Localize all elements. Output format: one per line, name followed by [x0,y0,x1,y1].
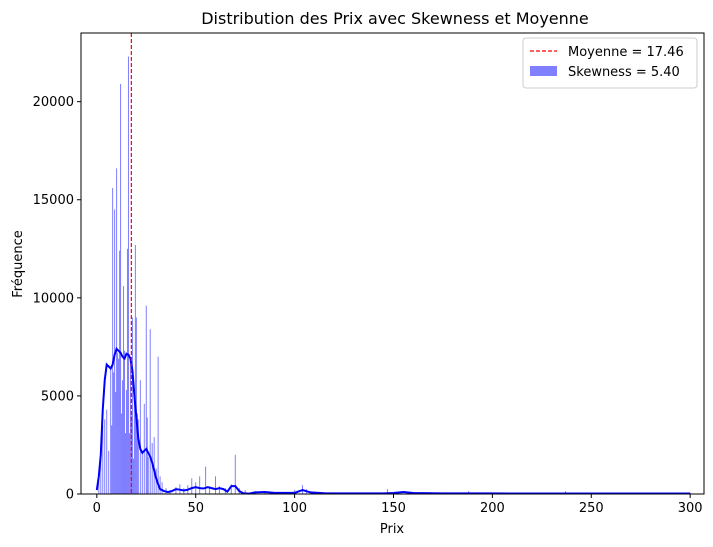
legend-skewness-label: Skewness = 5.40 [568,65,680,80]
y-axis-label: Fréquence [11,230,26,297]
histogram-bar [110,368,112,494]
histogram-bar [98,476,100,494]
histogram-bar [387,489,389,494]
histogram-bar [117,352,119,494]
histogram-bar [157,356,159,494]
chart-title: Distribution des Prix avec Skewness et M… [201,9,589,28]
histogram-bar [199,476,201,494]
histogram-bar [100,444,102,494]
axes: 0 50 100 150 200 250 300 0 5000 10000 15000 20000 [33,32,705,516]
histogram-bar [143,403,145,494]
histogram-bar [145,305,147,494]
histogram-bar [133,388,135,494]
histogram-bar [161,482,163,494]
histogram-bar [230,484,232,494]
legend-skewness-swatch [530,66,557,76]
x-axis-ticks: 0 50 100 150 200 250 300 [93,494,703,516]
histogram-bar [205,466,207,494]
x-tick-label: 0 [93,501,101,516]
x-tick-label: 150 [381,501,406,516]
histogram-bar [214,476,216,494]
histogram-bar [131,317,133,494]
histogram-bar [126,248,128,494]
histogram-bar [104,419,106,494]
histogram-bar [209,486,211,494]
histogram-bar [141,452,143,494]
histogram-bar [123,286,125,494]
histogram-bar [191,478,193,494]
y-tick-label: 5000 [41,389,74,404]
x-tick-label: 250 [579,501,604,516]
histogram-bar [118,358,120,494]
histogram-bar [132,458,134,494]
histogram-bar [121,413,123,494]
histogram-bar [135,317,137,494]
y-axis-ticks: 0 5000 10000 15000 20000 [33,95,81,503]
histogram-bar [151,443,153,494]
axes-frame [80,32,705,495]
histogram-bar [102,425,104,494]
histogram-bar [128,433,130,494]
y-tick-label: 0 [66,488,74,503]
legend-mean-label: Moyenne = 17.46 [568,45,684,60]
histogram-bar [120,84,122,494]
histogram-bar [106,409,108,494]
histogram-bar [125,433,126,494]
histogram-bar [116,168,118,495]
x-tick-label: 200 [480,501,505,516]
histogram-bar [122,380,124,494]
kde-curve [95,346,691,495]
histogram-bar [115,391,117,494]
histogram-bar [175,487,177,494]
histogram-bar [119,250,121,494]
histogram-bar [137,419,139,494]
histogram-bar [124,350,126,494]
x-tick-label: 50 [187,501,204,516]
histogram-bar [127,56,129,494]
histogram-bar [136,413,138,494]
histogram-bar [244,490,246,494]
y-tick-label: 20000 [33,95,74,110]
x-axis-label: Prix [380,522,405,537]
histogram-bar [112,187,114,494]
histogram-bar [147,456,149,494]
histogram-bar [139,380,141,494]
histogram-bar [153,437,155,494]
legend-box [522,37,698,89]
histogram-bar [149,329,151,494]
x-tick-label: 100 [282,501,307,516]
histogram-bar [218,486,220,494]
histogram-bar [111,425,113,494]
histogram-bar [125,390,127,494]
y-tick-label: 15000 [33,193,74,208]
histogram-bar [134,244,136,494]
x-tick-label: 300 [678,501,703,516]
histogram-bar [159,476,161,494]
histogram-bars [98,56,691,495]
histogram-bar [234,454,236,494]
legend: Moyenne = 17.46 Skewness = 5.40 [522,37,698,89]
y-tick-label: 10000 [33,291,74,306]
histogram-bar [129,356,131,494]
histogram-bar [113,372,115,494]
histogram-bar [146,417,148,494]
plot-area [95,33,691,495]
histogram-bar [108,450,110,494]
